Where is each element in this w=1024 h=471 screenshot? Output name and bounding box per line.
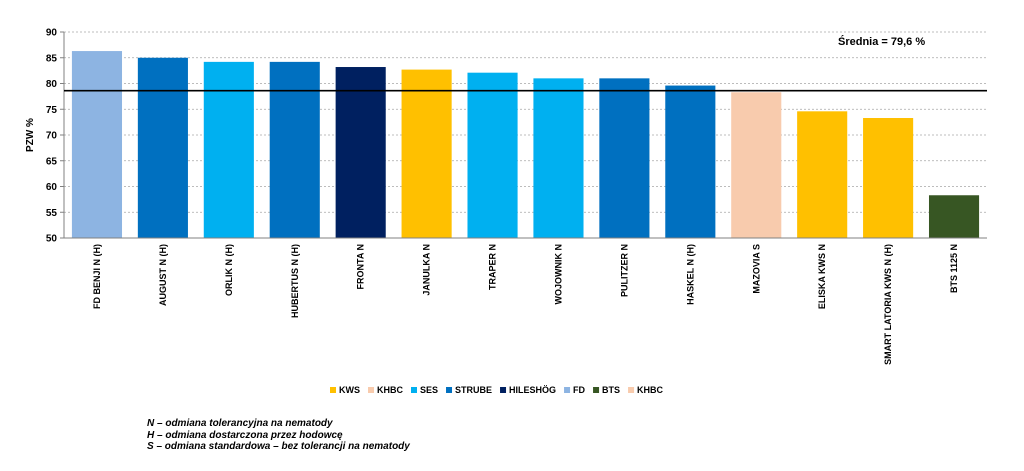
category-label: MAZOVIA S (751, 244, 761, 294)
footnote-h: H – odmiana dostarczona przez hodowcę (147, 429, 343, 441)
bar (928, 195, 980, 238)
y-tick-label: 90 (46, 28, 58, 39)
legend-swatch (446, 387, 453, 393)
legend-swatch (628, 387, 635, 393)
y-tick-label: 55 (46, 208, 58, 219)
legend-swatch (500, 387, 507, 393)
bar (731, 92, 782, 238)
bar (269, 61, 320, 239)
bar (599, 78, 650, 238)
category-label: HUBERTUS N (H) (290, 244, 300, 318)
legend-swatch (564, 387, 571, 393)
legend-label: FD (573, 385, 585, 395)
category-label: SMART LATORIA KWS N (H) (883, 244, 893, 365)
footnotes: N – odmiana tolerancyjna na nematody H –… (147, 418, 410, 453)
bar (467, 72, 518, 238)
y-tick-label: 65 (46, 156, 58, 167)
footnote-s: S – odmiana standardowa – bez tolerancji… (147, 441, 410, 452)
footnote-n: N – odmiana tolerancyjna na nematody (147, 418, 333, 429)
y-axis-ticks: 50 55 60 65 70 75 80 85 90 (46, 28, 64, 245)
bar (797, 111, 848, 238)
bars (71, 51, 980, 239)
y-tick-label: 80 (46, 79, 58, 90)
y-tick-label: 85 (46, 53, 58, 64)
bar (533, 78, 584, 238)
legend: KWS KHBC SES STRUBE HILESHÖG FD BTS KHBC (330, 385, 664, 395)
bar (203, 61, 254, 239)
category-label: WOJOWNIK N (553, 244, 563, 305)
bar (863, 118, 914, 238)
category-label: BTS 1125 N (949, 244, 959, 293)
category-label: FRONTA N (356, 244, 366, 290)
category-label: PULITZER N (619, 244, 629, 297)
legend-swatch (330, 387, 336, 393)
legend-label: KHBC (637, 385, 663, 395)
legend-label: BTS (602, 385, 620, 395)
legend-label: SES (420, 385, 438, 395)
category-label: FD BENJI N (H) (92, 244, 102, 309)
legend-label: KHBC (377, 385, 403, 395)
category-label: HASKEL N (H) (685, 244, 695, 305)
category-label: TRAPER N (488, 244, 498, 290)
grid-lines (64, 31, 987, 213)
category-label: ELISKA KWS N (817, 244, 827, 309)
bar (665, 85, 716, 238)
legend-label: HILESHÖG (509, 385, 556, 395)
bar (137, 57, 188, 238)
bar (71, 51, 123, 239)
bar (401, 69, 452, 238)
legend-swatch (411, 387, 417, 393)
category-label: ORLIK N (H) (224, 244, 234, 296)
legend-label: STRUBE (455, 385, 492, 395)
y-tick-label: 50 (46, 234, 58, 245)
average-label: Średnia = 79,6 % (838, 35, 925, 48)
y-tick-label: 60 (46, 182, 58, 193)
category-labels: FD BENJI N (H) AUGUST N (H) ORLIK N (H) HUB… (92, 244, 959, 365)
legend-swatch (593, 387, 600, 393)
category-label: AUGUST N (H) (158, 244, 168, 306)
axes (63, 32, 987, 239)
bar (335, 67, 386, 239)
category-label: JANULKA N (422, 244, 432, 296)
legend-swatch (368, 387, 374, 393)
y-tick-label: 70 (46, 131, 58, 142)
y-axis-label: PZW % (25, 118, 36, 152)
legend-label: KWS (339, 385, 360, 395)
y-tick-label: 75 (46, 105, 58, 116)
